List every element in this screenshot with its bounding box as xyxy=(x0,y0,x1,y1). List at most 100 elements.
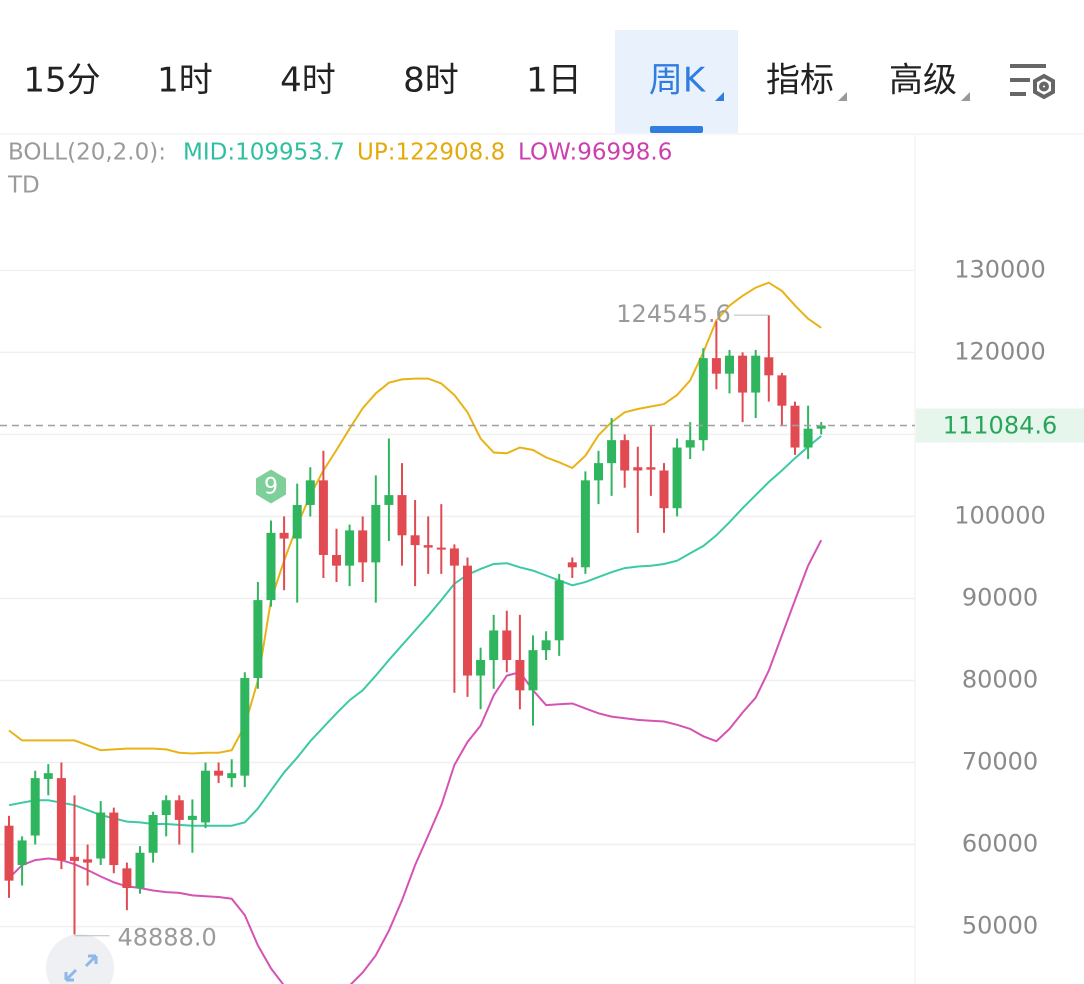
candle-body xyxy=(201,770,210,823)
settings-icon[interactable] xyxy=(1010,64,1055,100)
indicator-mid: MID:109953.7 xyxy=(183,140,345,166)
boll-line xyxy=(8,281,822,755)
tab[interactable]: 1时 xyxy=(157,61,213,101)
last-price-box xyxy=(916,408,1084,443)
candle-body xyxy=(240,678,250,776)
tab[interactable]: 4时 xyxy=(280,61,336,101)
candle-body xyxy=(83,859,93,863)
candle-body xyxy=(541,640,551,651)
tab[interactable]: 15分 xyxy=(23,61,100,101)
y-tick-label: 60000 xyxy=(962,830,1038,858)
candle-body xyxy=(816,425,826,429)
candle-body xyxy=(594,463,603,481)
candle-body xyxy=(698,358,708,441)
candle-body xyxy=(685,440,695,448)
candle-body xyxy=(725,355,734,374)
candle-body xyxy=(4,825,14,881)
y-tick-label: 80000 xyxy=(962,665,1038,693)
candle-body xyxy=(371,504,381,563)
last-price-label: 111084.6 xyxy=(943,412,1058,440)
y-tick-label: 130000 xyxy=(954,255,1046,283)
indicator-up: UP:122908.8 xyxy=(357,140,505,166)
candle-body xyxy=(345,530,355,566)
candle-body xyxy=(227,773,237,779)
y-tick-label: 120000 xyxy=(954,337,1046,365)
candle-body xyxy=(659,470,669,509)
plot xyxy=(0,269,915,984)
boll-line xyxy=(8,539,823,984)
indicator-td: TD xyxy=(7,173,40,199)
candle-body xyxy=(279,532,289,539)
candle-body xyxy=(607,440,617,464)
candle-body xyxy=(161,800,171,816)
selected-tab-underline xyxy=(650,126,703,133)
candle-body xyxy=(96,812,106,859)
indicator-low: LOW:96998.6 xyxy=(518,140,672,166)
candle-body xyxy=(449,548,459,566)
y-tick-label: 90000 xyxy=(962,583,1038,611)
tab-dropdown-caret xyxy=(961,92,970,101)
candle-body xyxy=(502,630,512,660)
td-marker: 9 xyxy=(264,475,278,500)
candle-body xyxy=(463,565,472,676)
candle-body xyxy=(646,467,656,470)
candle-body xyxy=(423,545,433,548)
candle-body xyxy=(764,357,774,376)
candle-body xyxy=(318,480,328,555)
candle-body xyxy=(358,530,368,563)
candle-body xyxy=(292,504,302,539)
candle-body xyxy=(567,562,577,568)
expand-button[interactable] xyxy=(46,934,114,984)
candle-body xyxy=(43,773,53,779)
tab[interactable]: 周K xyxy=(649,61,707,101)
y-tick-label: 70000 xyxy=(962,748,1038,776)
td-marker-badge xyxy=(256,469,286,504)
high-label: 124545.6 xyxy=(616,300,731,328)
candle-body xyxy=(410,535,420,546)
tab-dropdown-caret xyxy=(715,92,724,101)
candle-body xyxy=(476,659,486,676)
indicator-header: BOLL(20,2.0): MID:109953.7 UP:122908.8 L… xyxy=(7,140,672,199)
candle-body xyxy=(711,358,721,374)
indicator-name: BOLL(20,2.0): xyxy=(8,140,166,166)
candle-body xyxy=(70,856,79,861)
candle-body xyxy=(17,840,27,866)
candle-body xyxy=(384,495,394,505)
candle-body xyxy=(436,547,446,550)
tab[interactable]: 指标 xyxy=(766,61,834,101)
candle-body xyxy=(266,532,276,601)
tab[interactable]: 高级 xyxy=(889,61,957,101)
candle-body xyxy=(135,852,145,889)
candle-body xyxy=(672,447,682,509)
tab-dropdown-caret xyxy=(838,92,847,101)
candle-body xyxy=(790,405,800,448)
selected-tab-bg xyxy=(615,30,738,133)
candle-body xyxy=(174,800,184,820)
candle-body xyxy=(30,778,40,836)
candle-body xyxy=(305,480,315,505)
tab[interactable]: 1日 xyxy=(526,61,582,101)
candle-body xyxy=(214,770,224,776)
candle-body xyxy=(515,659,525,691)
candle-body xyxy=(109,812,119,866)
candle-body xyxy=(187,815,197,820)
candle-body xyxy=(397,495,407,536)
candle-body xyxy=(554,580,564,641)
candle-body xyxy=(751,355,761,393)
y-tick-label: 50000 xyxy=(962,912,1038,940)
candle-body xyxy=(122,868,132,889)
candle-body xyxy=(620,440,630,471)
candle-body xyxy=(253,600,263,679)
tab[interactable]: 8时 xyxy=(403,61,459,101)
y-tick-label: 100000 xyxy=(954,501,1046,529)
candle-body xyxy=(580,480,590,568)
candle-body xyxy=(56,778,66,861)
candle-body xyxy=(528,650,538,691)
candle-body xyxy=(803,428,813,448)
boll-line xyxy=(8,435,822,827)
candle-body xyxy=(332,554,341,566)
candle-body xyxy=(148,815,158,853)
